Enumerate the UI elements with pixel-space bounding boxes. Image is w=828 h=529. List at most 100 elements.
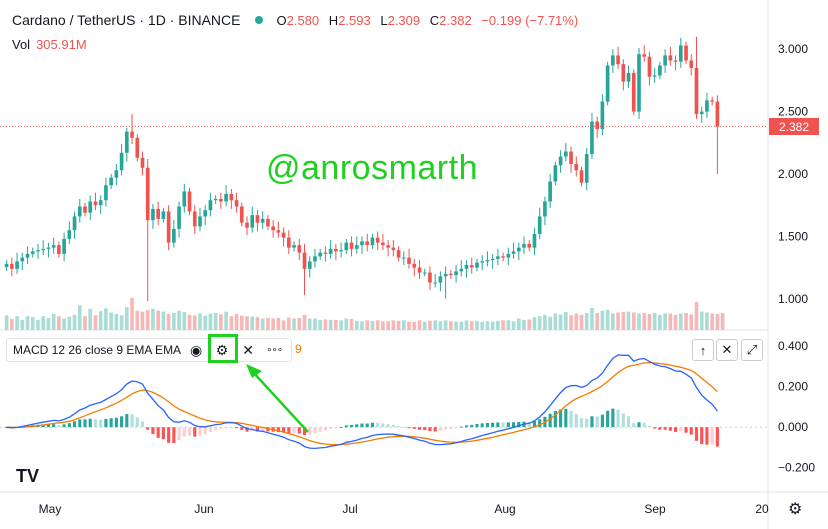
macd-histogram-bar — [355, 424, 359, 428]
macd-histogram-bar — [689, 427, 693, 435]
time-tick-label: Jul — [342, 502, 357, 516]
macd-histogram-bar — [255, 427, 260, 432]
arrow-up-icon[interactable]: ↑ — [692, 339, 714, 361]
volume-bar — [334, 319, 338, 330]
candle-body — [114, 170, 119, 178]
macd-histogram-bar — [684, 427, 688, 433]
macd-histogram-bar — [229, 427, 233, 429]
candle-body — [130, 131, 134, 138]
macd-histogram-bar — [240, 427, 244, 430]
volume-bar — [281, 320, 286, 330]
maximize-icon[interactable]: ⤢ — [741, 339, 763, 361]
candle-body — [198, 216, 202, 227]
close-pane-icon[interactable]: ✕ — [716, 339, 738, 361]
candle-body — [647, 56, 652, 77]
volume-bar — [694, 301, 699, 330]
macd-histogram-bar — [517, 421, 521, 428]
macd-histogram-bar — [349, 424, 354, 428]
annotation-arrow — [251, 370, 309, 433]
macd-histogram-bar — [208, 427, 213, 432]
macd-histogram-bar — [674, 427, 678, 432]
chart-settings-gear-icon[interactable]: ⚙ — [788, 501, 803, 518]
volume-bar — [438, 321, 443, 330]
close-icon[interactable]: ✕ — [242, 341, 254, 358]
macd-histogram-bar — [653, 427, 657, 429]
candle-body — [10, 263, 14, 269]
macd-histogram-bar — [511, 422, 516, 428]
macd-histogram-bar — [491, 422, 495, 428]
volume-bar — [260, 318, 265, 330]
volume-bar — [631, 312, 636, 330]
signal-line — [6, 361, 718, 446]
candle-body — [678, 45, 683, 62]
candle-body — [354, 245, 359, 249]
macd-histogram-bar — [475, 424, 479, 428]
candle-body — [715, 101, 720, 127]
volume-bar — [386, 321, 390, 330]
volume-bar — [219, 314, 223, 330]
macd-histogram-bar — [585, 418, 589, 428]
macd-histogram-bar — [616, 409, 620, 428]
candle-body — [454, 271, 458, 276]
volume-bar — [417, 320, 422, 330]
candle-body — [224, 193, 228, 202]
tradingview-logo[interactable]: TV — [16, 466, 40, 486]
candle-body — [637, 54, 641, 112]
more-icon[interactable]: ∘∘∘ — [266, 344, 283, 356]
macd-histogram-bar — [297, 427, 301, 434]
candle-body — [684, 45, 688, 61]
macd-histogram-bar — [187, 427, 192, 436]
volume-bar — [579, 314, 584, 330]
candle-body — [77, 206, 82, 217]
macd-histogram-bar — [694, 427, 699, 441]
macd-histogram-bar — [506, 422, 510, 428]
macd-histogram-bar — [198, 427, 202, 436]
volume-bar — [428, 320, 432, 330]
volume-bar — [145, 310, 150, 330]
volume-bar — [344, 318, 349, 330]
candle-body — [313, 256, 317, 262]
macd-histogram-bar — [574, 414, 578, 428]
candle-body — [433, 282, 437, 284]
candle-body — [349, 242, 354, 249]
macd-histogram-bar — [62, 424, 66, 428]
volume-bar — [198, 313, 202, 330]
macd-legend[interactable]: MACD 12 26 close 9 EMA EMA ◉ ⚙ ✕ ∘∘∘ — [6, 338, 293, 362]
volume-bar — [339, 320, 343, 330]
macd-histogram-bar — [93, 419, 98, 428]
volume-bar — [224, 311, 228, 330]
macd-histogram-bar — [444, 427, 448, 430]
eye-icon[interactable]: ◉ — [189, 341, 203, 358]
candle-body — [401, 257, 406, 259]
candle-body — [595, 121, 600, 130]
volume-bar — [475, 320, 479, 330]
volume-bar — [83, 316, 87, 330]
volume-bar — [621, 312, 626, 330]
volume-bar — [72, 314, 77, 330]
candle-body — [689, 60, 694, 68]
volume-bar — [172, 312, 176, 330]
candle-body — [98, 200, 103, 206]
time-tick-label: May — [39, 502, 62, 516]
volume-bar — [370, 320, 375, 330]
candle-body — [532, 233, 537, 248]
symbol-title[interactable]: Cardano / TetherUS · 1D · BINANCE — [12, 12, 241, 28]
gear-icon[interactable]: ⚙ — [215, 341, 229, 358]
candle-body — [166, 211, 171, 243]
candle-body — [20, 257, 25, 262]
macd-histogram-bar — [611, 408, 615, 428]
volume-bar — [563, 312, 568, 330]
candle-body — [464, 265, 469, 269]
macd-histogram-bar — [52, 424, 56, 428]
macd-histogram-bar — [224, 427, 228, 429]
candle-body — [475, 262, 479, 268]
volume-bar — [689, 314, 694, 330]
price-tick-label: 3.000 — [778, 42, 808, 56]
volume-bar — [658, 314, 662, 330]
candle-body — [611, 55, 615, 66]
candle-body — [407, 257, 411, 264]
candle-body — [663, 55, 667, 66]
candle-body — [250, 215, 255, 228]
macd-histogram-bar — [433, 427, 437, 432]
